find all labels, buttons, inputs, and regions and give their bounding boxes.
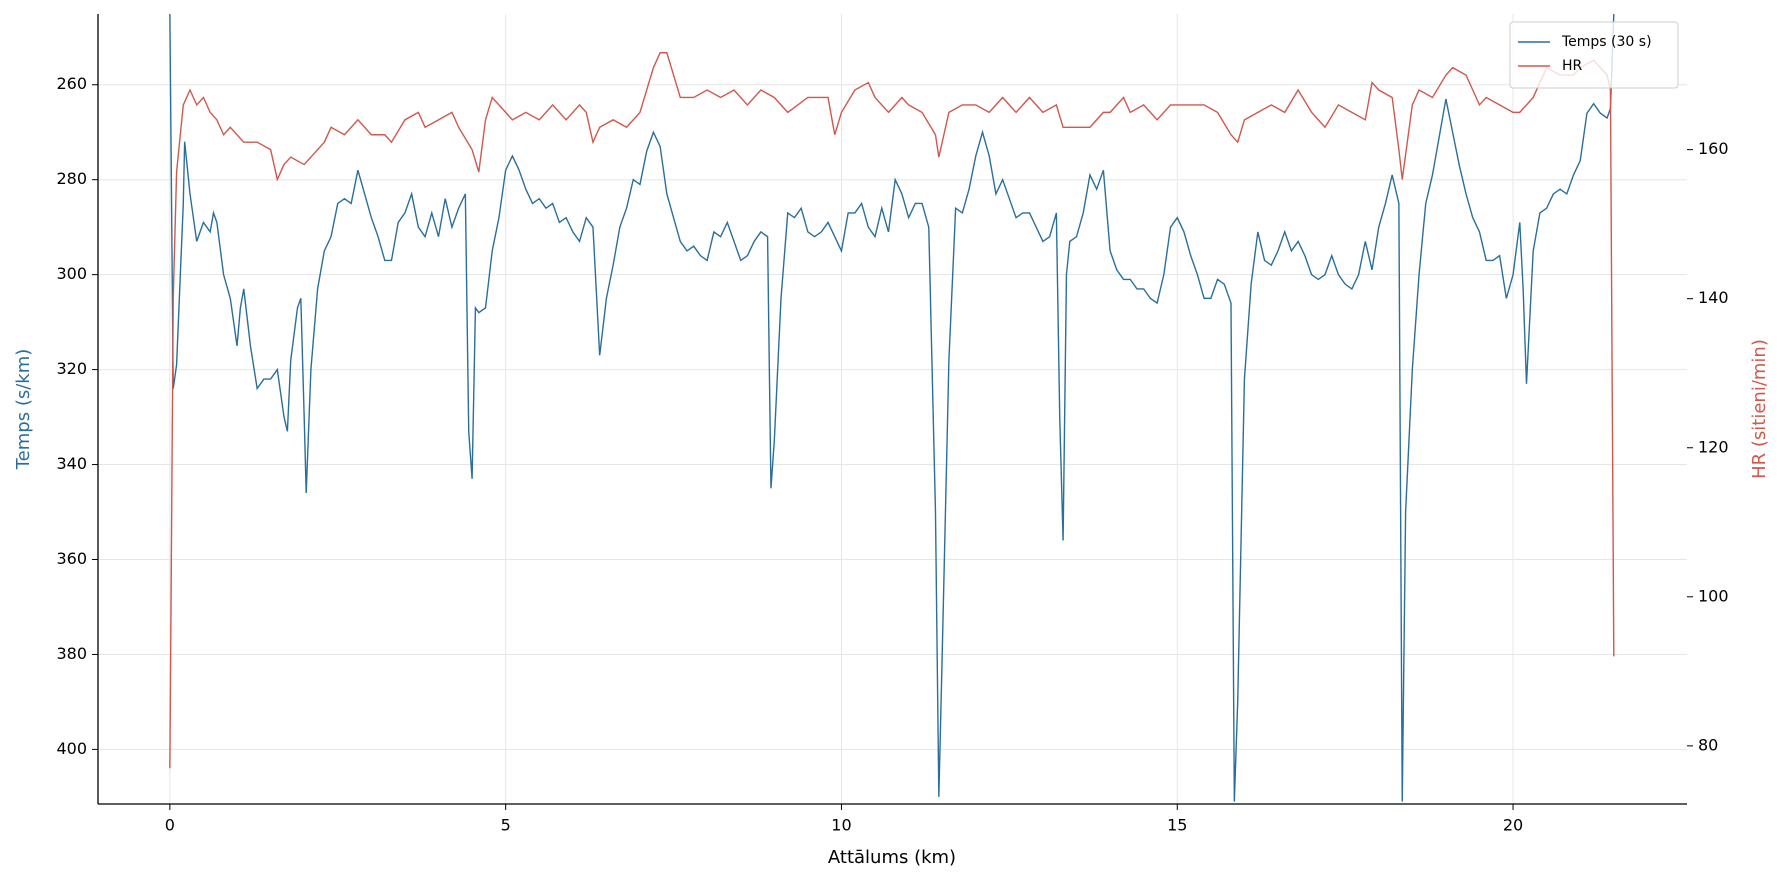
y-tick-label: 280 (56, 169, 87, 188)
y-tick-label: 340 (56, 454, 87, 473)
x-tick-label: 10 (831, 816, 851, 835)
x-axis-label: Attālums (km) (828, 847, 956, 868)
y-tick-label: 300 (56, 264, 87, 283)
legend-box (1509, 21, 1679, 89)
y-tick-label: 260 (56, 74, 87, 93)
x-tick-label: 20 (1503, 816, 1523, 835)
y-tick-label: 400 (56, 739, 87, 758)
y-tick-label: 320 (56, 359, 87, 378)
x-tick-label: 0 (165, 816, 175, 835)
y2-tick-label: 120 (1698, 437, 1729, 456)
data-line (169, 14, 1615, 802)
y-tick-label: 360 (56, 549, 87, 568)
legend-label: Temps (30 s) (1561, 34, 1652, 50)
y2-tick-label: 140 (1698, 288, 1729, 307)
y2-tick-label: 80 (1698, 735, 1718, 754)
y-axis-label: Temps (s/km) (13, 349, 34, 471)
x-tick-label: 5 (501, 816, 511, 835)
x-tick-label: 15 (1167, 816, 1187, 835)
y2-tick-label: 160 (1698, 139, 1729, 158)
legend-label: HR (1562, 58, 1583, 74)
grid (98, 14, 1687, 804)
data-line (169, 52, 1615, 769)
y-tick-label: 380 (56, 644, 87, 663)
y2-axis-label: HR (sitieni/min) (1749, 339, 1770, 479)
y2-tick-label: 100 (1698, 586, 1729, 605)
plot-area (169, 14, 1615, 802)
